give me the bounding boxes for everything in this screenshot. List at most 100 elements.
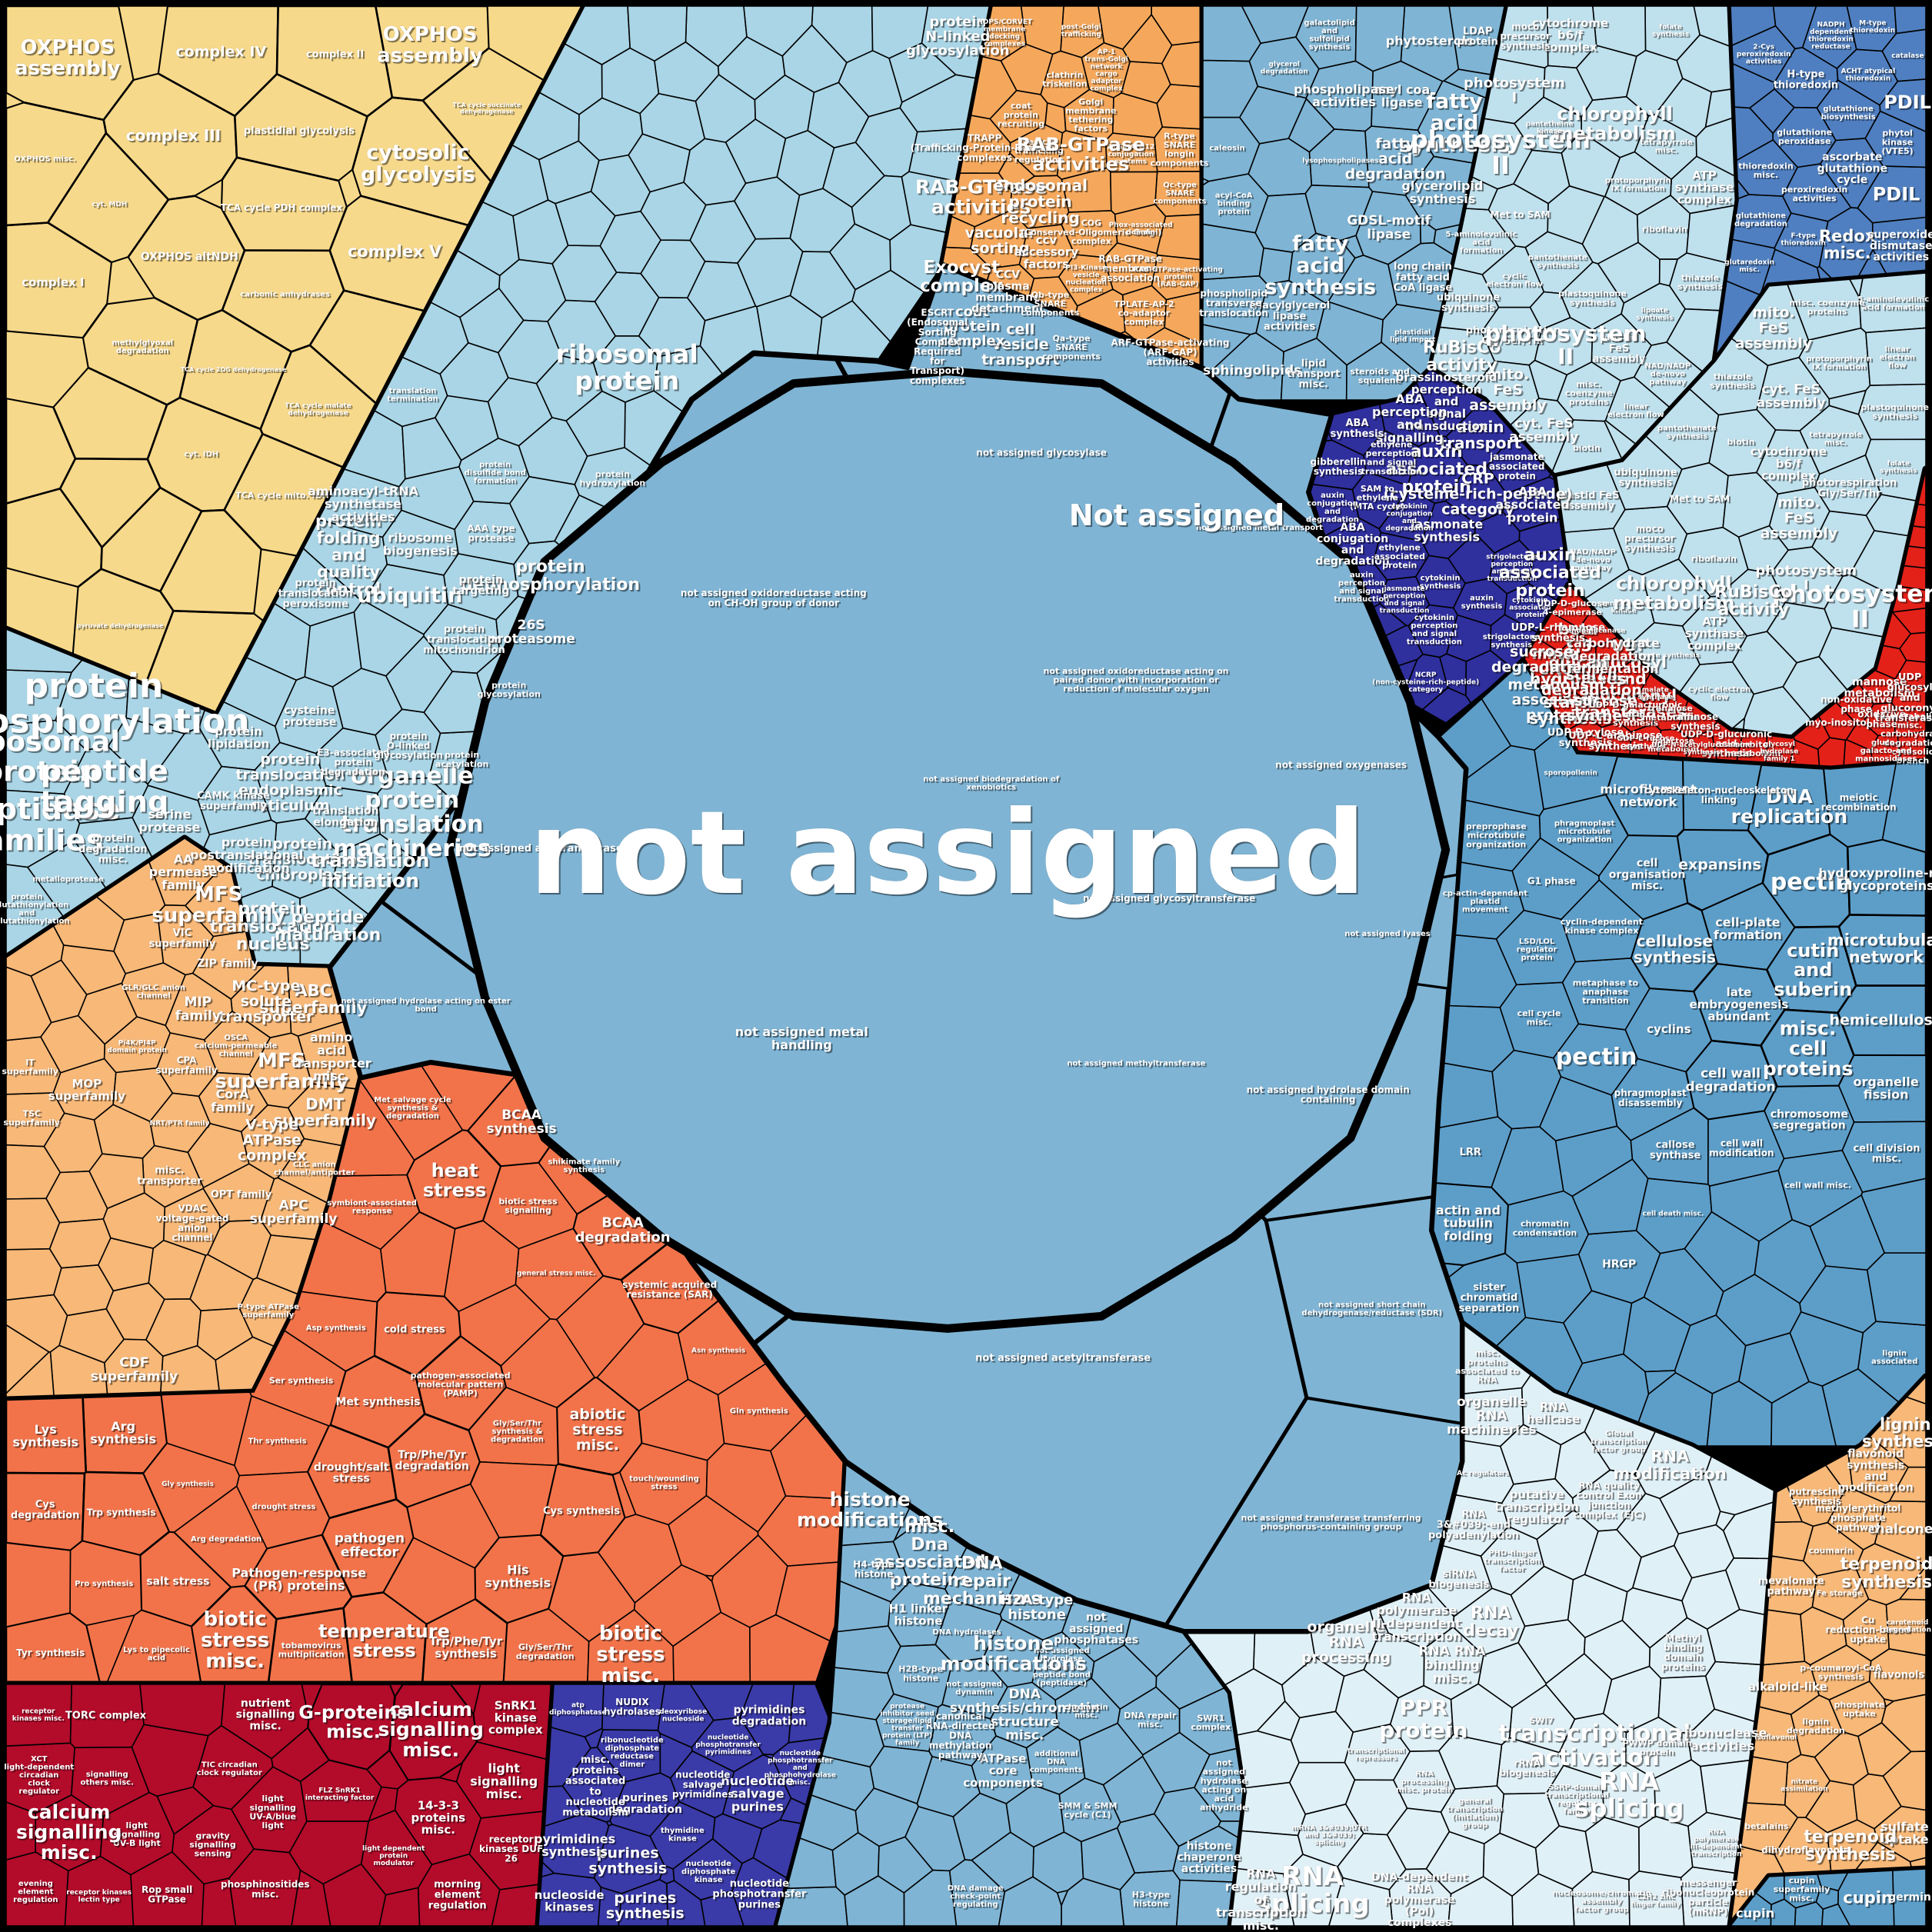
subcell[interactable] (196, 1307, 254, 1361)
subcell[interactable] (724, 118, 787, 184)
subcell[interactable] (156, 1786, 215, 1835)
subcell[interactable] (836, 1580, 891, 1633)
subcell[interactable] (1487, 183, 1549, 248)
subcell[interactable] (1436, 1061, 1499, 1129)
subcell[interactable] (1202, 275, 1268, 335)
subcell[interactable] (5, 92, 25, 109)
subcell[interactable] (1061, 167, 1112, 213)
subcell[interactable] (1518, 518, 1565, 556)
subcell[interactable] (1772, 5, 1817, 50)
subcell[interactable] (1899, 1565, 1927, 1601)
subcell[interactable] (584, 1727, 604, 1749)
subcell[interactable] (1316, 301, 1384, 366)
subcell[interactable] (1903, 545, 1927, 569)
subcell[interactable] (1881, 761, 1927, 853)
subcell[interactable] (1882, 611, 1912, 650)
subcell[interactable] (1799, 1613, 1803, 1616)
subcell[interactable] (291, 1870, 331, 1927)
subcell[interactable] (1917, 468, 1927, 506)
subcell[interactable] (434, 395, 499, 461)
subcell[interactable] (1264, 1195, 1463, 1425)
subcell[interactable] (1328, 1877, 1394, 1927)
subcell[interactable] (1898, 565, 1927, 591)
subcell[interactable] (1746, 1756, 1789, 1806)
subcell[interactable] (1890, 683, 1927, 711)
subcell[interactable] (555, 191, 616, 247)
subcell[interactable] (1543, 65, 1594, 118)
subcell[interactable] (69, 1540, 142, 1627)
subcell[interactable] (1787, 278, 1862, 341)
subcell[interactable] (1644, 1370, 1677, 1395)
subcell[interactable] (1857, 1722, 1912, 1777)
subcell[interactable] (1500, 1424, 1562, 1485)
subcell[interactable] (1202, 178, 1210, 186)
subcell[interactable] (366, 1750, 409, 1790)
subcell[interactable] (776, 1886, 848, 1927)
subcell[interactable] (335, 1080, 415, 1177)
subcell[interactable] (1363, 430, 1420, 487)
subcell[interactable] (491, 1884, 542, 1927)
subcell[interactable] (458, 1284, 551, 1367)
subcell[interactable] (971, 1831, 1034, 1893)
subcell[interactable] (711, 1813, 763, 1864)
subcell[interactable] (1837, 984, 1927, 1057)
subcell[interactable] (406, 1484, 500, 1569)
subcell[interactable] (1078, 1722, 1144, 1786)
subcell[interactable] (194, 179, 223, 209)
subcell[interactable] (5, 925, 65, 977)
subcell[interactable] (1770, 1521, 1814, 1562)
subcell[interactable] (1202, 5, 1261, 62)
subcell[interactable] (88, 1153, 145, 1209)
subcell[interactable] (1578, 608, 1618, 648)
subcell[interactable] (1628, 1870, 1685, 1927)
subcell[interactable] (1770, 1898, 1797, 1927)
subcell[interactable] (605, 1820, 613, 1827)
subcell[interactable] (1510, 1565, 1574, 1627)
subcell[interactable] (1858, 272, 1927, 334)
subcell[interactable] (5, 1684, 72, 1747)
subcell[interactable] (601, 1684, 665, 1731)
subcell[interactable] (762, 1754, 774, 1760)
subcell[interactable] (1486, 432, 1552, 495)
subcell[interactable] (378, 1887, 421, 1927)
subcell[interactable] (659, 1733, 693, 1779)
subcell[interactable] (1081, 1827, 1136, 1890)
subcell[interactable] (538, 1872, 602, 1927)
subcell[interactable] (1658, 258, 1678, 287)
subcell[interactable] (1657, 1675, 1715, 1736)
subcell[interactable] (139, 1684, 226, 1737)
subcell[interactable] (1857, 383, 1927, 441)
subcell[interactable] (1439, 653, 1467, 697)
subcell[interactable] (203, 1011, 271, 1075)
subcell[interactable] (1354, 5, 1406, 72)
subcell[interactable] (878, 1836, 934, 1894)
subcell[interactable] (300, 1221, 387, 1303)
subcell[interactable] (1020, 5, 1064, 55)
subcell[interactable] (187, 1123, 250, 1188)
subcell[interactable] (106, 256, 155, 305)
subcell[interactable] (389, 1684, 404, 1697)
subcell[interactable] (1584, 1817, 1640, 1880)
subcell[interactable] (1894, 5, 1927, 35)
subcell[interactable] (218, 1214, 230, 1229)
subcell[interactable] (1421, 687, 1472, 724)
subcell[interactable] (1154, 126, 1204, 172)
subcell[interactable] (375, 5, 491, 102)
subcell[interactable] (1879, 78, 1927, 132)
subcell[interactable] (1597, 242, 1661, 304)
subcell[interactable] (1110, 171, 1158, 215)
subcell[interactable] (1865, 327, 1927, 386)
subcell[interactable] (743, 5, 814, 57)
subcell[interactable] (368, 1786, 398, 1822)
subcell[interactable] (658, 1865, 675, 1884)
subcell[interactable] (1637, 672, 1678, 712)
subcell[interactable] (828, 223, 891, 291)
subcell[interactable] (1563, 1290, 1633, 1364)
subcell[interactable] (401, 417, 462, 480)
subcell[interactable] (1885, 1598, 1927, 1657)
subcell[interactable] (596, 1323, 689, 1412)
subcell[interactable] (1528, 359, 1567, 401)
subcell[interactable] (1737, 525, 1789, 575)
subcell[interactable] (1894, 707, 1927, 737)
subcell[interactable] (1621, 282, 1686, 346)
